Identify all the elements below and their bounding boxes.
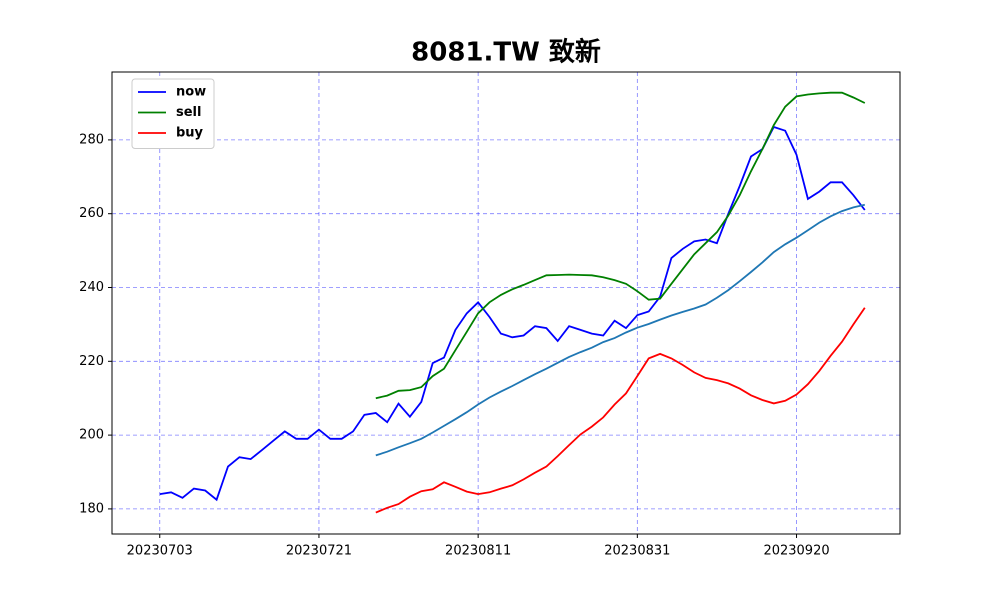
x-tick-label: 20230831 (604, 544, 670, 559)
y-tick-label: 200 (79, 428, 104, 443)
legend-label: sell (176, 105, 201, 120)
series-line (375, 91, 866, 400)
series-line (375, 307, 866, 514)
x-tick-label: 20230721 (286, 544, 352, 559)
y-tick-label: 180 (79, 501, 104, 516)
y-tick-label: 280 (79, 132, 104, 147)
y-tick-label: 240 (79, 280, 104, 295)
series-line (375, 203, 866, 457)
y-tick-label: 260 (79, 206, 104, 221)
x-tick-label: 20230811 (445, 544, 511, 559)
legend-label: buy (176, 126, 204, 141)
x-tick-label: 20230920 (763, 544, 829, 559)
chart-title: 8081.TW 致新 (411, 37, 601, 68)
y-tick-label: 220 (79, 354, 104, 369)
legend-box (131, 78, 215, 149)
plot-frame (111, 71, 901, 535)
x-tick-label: 20230703 (127, 544, 193, 559)
series-line (159, 125, 866, 502)
legend-label: now (176, 85, 206, 100)
